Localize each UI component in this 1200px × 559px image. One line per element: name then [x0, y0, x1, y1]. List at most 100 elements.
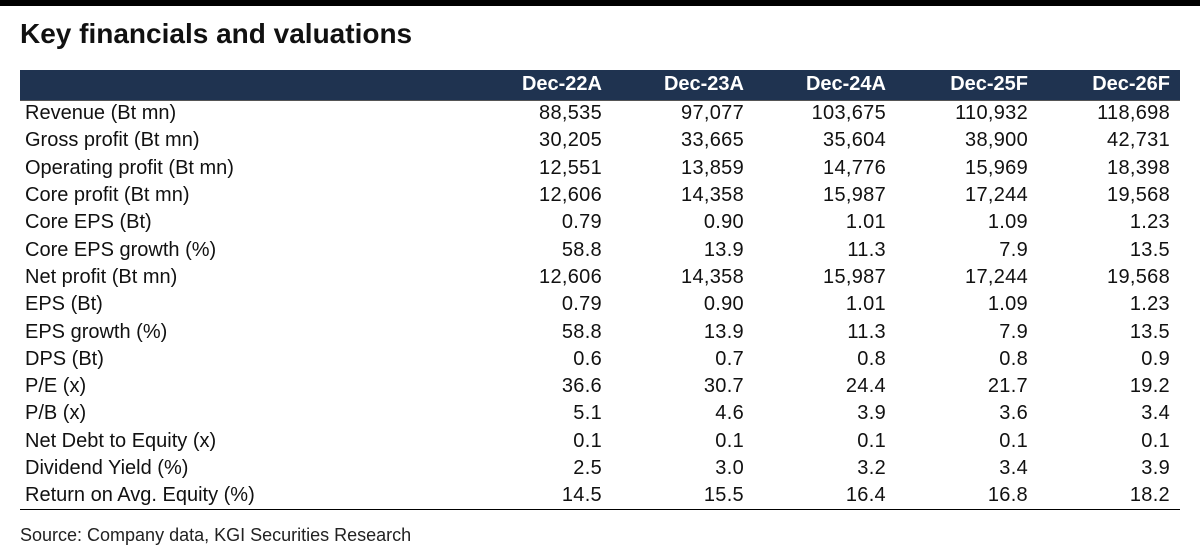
- table-cell: 19,568: [1107, 184, 1170, 207]
- table-cell: 13.5: [1129, 238, 1170, 261]
- table-row: Dividend Yield (%) 2.5 3.0 3.2 3.4 3.9: [20, 455, 1180, 482]
- table-cell: 110,932: [955, 102, 1028, 125]
- table-cell: 0.90: [703, 211, 744, 234]
- column-header: Dec-25F: [896, 70, 1038, 101]
- table-cell: 97,077: [681, 102, 744, 125]
- table-cell: 13.9: [703, 320, 744, 343]
- table-cell: 30,205: [539, 129, 602, 152]
- table-row: P/E (x) 36.6 30.7 24.4 21.7 19.2: [20, 373, 1180, 400]
- table-cell: 0.9: [1141, 347, 1170, 370]
- financials-table: Dec-22A Dec-23A Dec-24A Dec-25F Dec-26F …: [20, 70, 1180, 510]
- table-cell: 0.7: [715, 347, 744, 370]
- table-cell: 1.09: [987, 293, 1028, 316]
- table-cell: 11.3: [847, 320, 886, 343]
- row-label: P/B (x): [25, 402, 87, 425]
- source-note: Source: Company data, KGI Securities Res…: [20, 525, 412, 545]
- table-cell: 38,900: [965, 129, 1028, 152]
- table-cell: 2.5: [573, 457, 602, 479]
- row-label: DPS (Bt): [25, 347, 104, 370]
- row-label: Net profit (Bt mn): [25, 265, 178, 288]
- table-cell: 0.8: [999, 347, 1028, 370]
- table-row: Core EPS growth (%) 58.8 13.9 11.3 7.9 13.5: [20, 236, 1180, 263]
- table-row: Core EPS (Bt) 0.79 0.90 1.01 1.09 1.23: [20, 209, 1180, 236]
- column-header: Dec-24A: [754, 70, 896, 101]
- table-cell: 0.79: [561, 211, 602, 234]
- table-cell: 12,551: [539, 156, 602, 179]
- table-cell: 12,606: [539, 184, 602, 207]
- table-row: Core profit (Bt mn) 12,606 14,358 15,987 17,…: [20, 182, 1180, 209]
- table-cell: 16.8: [896, 482, 1038, 510]
- table-cell: 15,969: [965, 156, 1028, 179]
- table-cell: 19,568: [1107, 265, 1170, 288]
- table-cell: 17,244: [965, 184, 1028, 207]
- column-header: Dec-23A: [612, 70, 754, 101]
- table-cell: 35,604: [823, 129, 886, 152]
- row-label: Core profit (Bt mn): [25, 184, 190, 207]
- table-cell: 5.1: [573, 402, 602, 425]
- table-cell: 4.6: [715, 402, 744, 425]
- table-cell: 11.3: [847, 238, 886, 261]
- table-row: Return on Avg. Equity (%) 14.5 15.5 16.4 16.…: [20, 482, 1180, 510]
- table-cell: 13,859: [681, 156, 744, 179]
- table-row: P/B (x) 5.1 4.6 3.9 3.6 3.4: [20, 400, 1180, 427]
- table-cell: 0.8: [857, 347, 886, 370]
- table-cell: 24.4: [845, 375, 886, 398]
- row-label: P/E (x): [25, 375, 87, 398]
- column-header-label: [20, 70, 470, 101]
- table-cell: 14.5: [470, 482, 612, 510]
- table-row: Operating profit (Bt mn) 12,551 13,859 14,7…: [20, 155, 1180, 182]
- table-row: Net profit (Bt mn) 12,606 14,358 15,987 17,2…: [20, 264, 1180, 291]
- table-cell: 58.8: [561, 238, 602, 261]
- table-cell: 3.0: [715, 457, 744, 479]
- table-cell: 1.09: [987, 211, 1028, 234]
- table-row: Gross profit (Bt mn) 30,205 33,665 35,604 38…: [20, 127, 1180, 154]
- table-cell: 7.9: [999, 238, 1028, 261]
- table-cell: 1.23: [1129, 293, 1170, 316]
- table-cell: 14,776: [823, 156, 886, 179]
- table-cell: 3.9: [1141, 457, 1170, 479]
- row-label: EPS (Bt): [25, 293, 103, 316]
- table-cell: 15,987: [823, 184, 886, 207]
- row-label: Return on Avg. Equity (%): [20, 482, 470, 510]
- table-cell: 15.5: [612, 482, 754, 510]
- table-header-row: Dec-22A Dec-23A Dec-24A Dec-25F Dec-26F: [20, 70, 1180, 101]
- table-cell: 3.4: [999, 457, 1028, 479]
- table-cell: 30.7: [703, 375, 744, 398]
- table-cell: 103,675: [811, 102, 886, 125]
- row-label: Gross profit (Bt mn): [25, 129, 200, 152]
- table-cell: 3.2: [857, 457, 886, 479]
- row-label: Net Debt to Equity (x): [25, 429, 217, 452]
- table-cell: 3.6: [999, 402, 1028, 425]
- row-label: Operating profit (Bt mn): [25, 156, 234, 179]
- table-cell: 13.9: [703, 238, 744, 261]
- table-row: EPS (Bt) 0.79 0.90 1.01 1.09 1.23: [20, 291, 1180, 318]
- table-cell: 118,698: [1097, 102, 1170, 125]
- table-cell: 7.9: [999, 320, 1028, 343]
- table-cell: 36.6: [561, 375, 602, 398]
- row-label: Revenue (Bt mn): [25, 102, 177, 125]
- table-cell: 14,358: [681, 184, 744, 207]
- table-cell: 18.2: [1038, 482, 1180, 510]
- table-cell: 1.01: [845, 211, 886, 234]
- table-cell: 58.8: [561, 320, 602, 343]
- row-label: Core EPS growth (%): [25, 238, 217, 261]
- table-cell: 0.1: [715, 429, 744, 452]
- page-title: Key financials and valuations: [20, 18, 413, 49]
- column-header: Dec-26F: [1038, 70, 1180, 101]
- table-body: Revenue (Bt mn) 88,535 97,077 103,675 110,93…: [20, 100, 1180, 510]
- top-rule: [0, 0, 1200, 6]
- table-row: Net Debt to Equity (x) 0.1 0.1 0.1 0.1 0.1: [20, 428, 1180, 455]
- table-cell: 13.5: [1129, 320, 1170, 343]
- row-label: Dividend Yield (%): [25, 457, 189, 479]
- table-row: EPS growth (%) 58.8 13.9 11.3 7.9 13.5: [20, 318, 1180, 345]
- row-label: Core EPS (Bt): [25, 211, 152, 234]
- table-cell: 12,606: [539, 265, 602, 288]
- table-cell: 14,358: [681, 265, 744, 288]
- table-cell: 16.4: [754, 482, 896, 510]
- table-cell: 17,244: [965, 265, 1028, 288]
- table-cell: 21.7: [987, 375, 1028, 398]
- table-row: Revenue (Bt mn) 88,535 97,077 103,675 110,93…: [20, 100, 1180, 127]
- table-cell: 1.23: [1129, 211, 1170, 234]
- table-cell: 88,535: [539, 102, 602, 125]
- table-cell: 0.1: [1141, 429, 1170, 452]
